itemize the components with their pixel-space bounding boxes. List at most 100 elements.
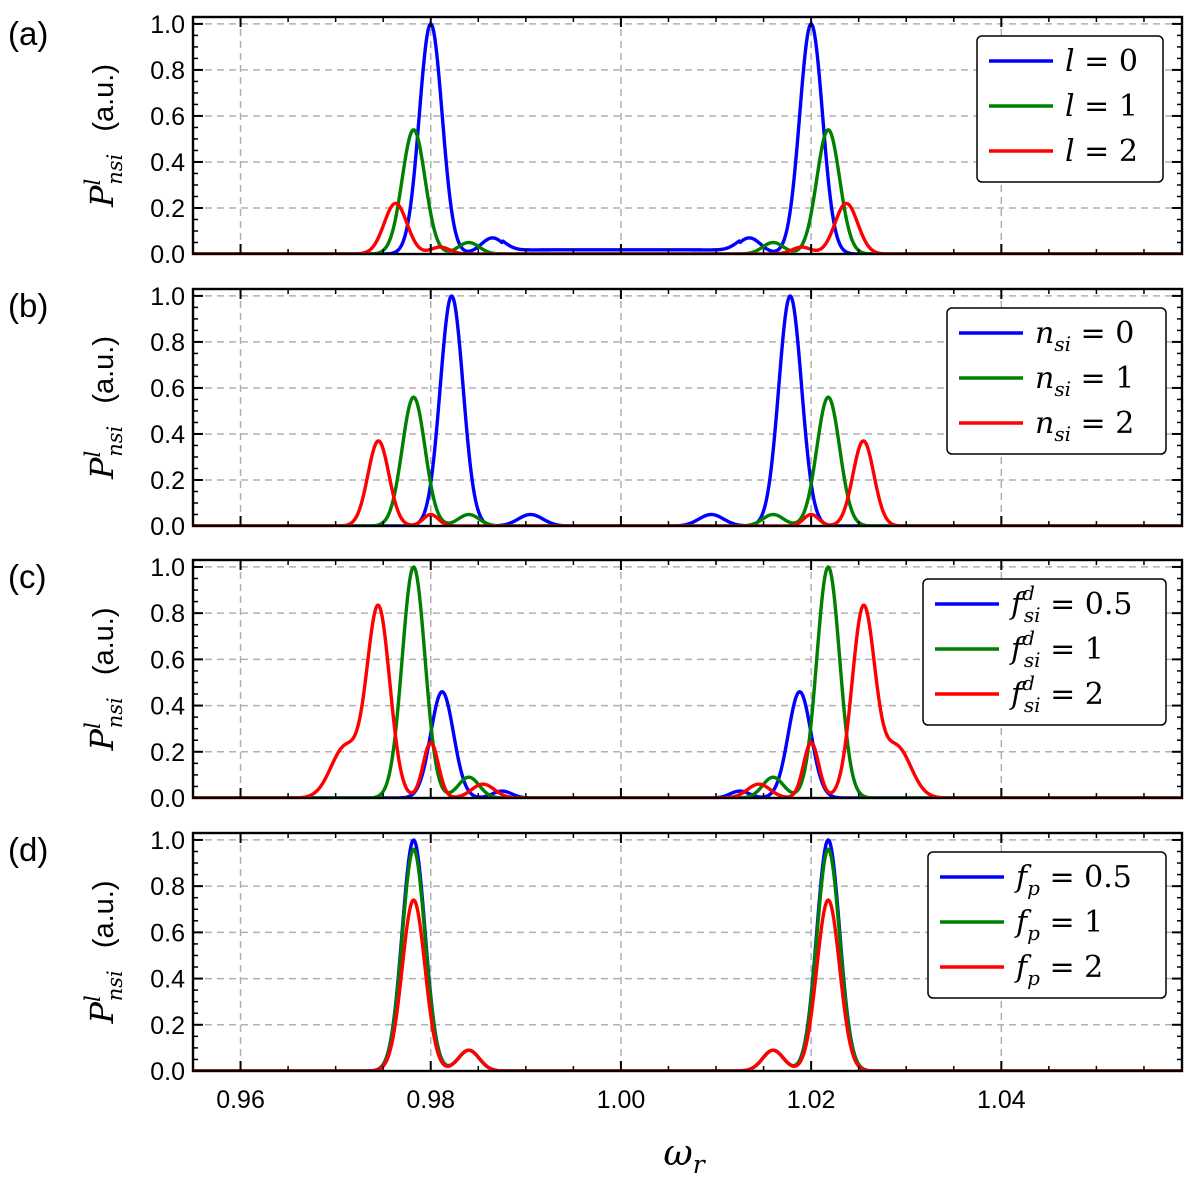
- series-line-2: [193, 603, 1182, 798]
- y-tick-label: 0.0: [150, 1058, 185, 1086]
- legend-subscript: si: [1024, 648, 1041, 672]
- series-line-2: [193, 201, 1182, 254]
- panel-label: (b): [8, 287, 48, 324]
- legend-value: = 0: [1071, 316, 1134, 351]
- y-axis-title-subscript: nsi: [103, 697, 127, 728]
- legend-label: fd si = 0.5: [1009, 581, 1133, 627]
- legend-value: = 1: [1075, 89, 1138, 124]
- y-tick-label: 0.4: [150, 421, 185, 449]
- y-tick-label: 0.8: [150, 329, 185, 357]
- legend-box: [946, 307, 1167, 455]
- y-tick-label: 0.0: [150, 513, 185, 541]
- x-axis-title-subscript: r: [693, 1150, 707, 1179]
- y-axis-title: Plnsi (a.u.): [81, 607, 127, 751]
- y-axis-title: Plnsi (a.u.): [81, 336, 127, 480]
- legend-subscript: si: [1024, 603, 1041, 627]
- legend-label: fp = 0.5: [1014, 860, 1132, 900]
- legend-label: l = 0: [1065, 44, 1138, 79]
- plot-frame: [191, 15, 1184, 256]
- legend-subscript: si: [1054, 332, 1071, 356]
- y-tick-label: 0.0: [150, 785, 185, 813]
- y-axis-title-superscript: l: [81, 995, 105, 1002]
- legend-symbol: l: [1065, 89, 1075, 124]
- legend-box: [927, 851, 1167, 999]
- panel-b: 0.00.20.40.60.81.0(b)Plnsi (a.u.)nsi = 0…: [8, 283, 1184, 541]
- y-tick-label: 1.0: [150, 11, 185, 39]
- series-line-2: [193, 439, 1182, 526]
- y-tick-label: 0.6: [150, 919, 185, 947]
- x-axis-title: ωr: [663, 1133, 706, 1179]
- legend-superscript: d: [1022, 581, 1035, 605]
- x-tick-label: 1.04: [977, 1086, 1026, 1114]
- legend-label: fd si = 1: [1009, 626, 1104, 672]
- x-tick-label: 1.00: [597, 1086, 646, 1114]
- x-tick-label: 0.96: [216, 1086, 265, 1114]
- y-axis-title-symbol: P: [83, 457, 121, 480]
- legend-label: fd si = 2: [1009, 671, 1104, 717]
- y-tick-label: 0.8: [150, 873, 185, 901]
- legend-value: = 2: [1071, 406, 1134, 441]
- panel-label: (a): [8, 15, 48, 52]
- legend-value: = 1: [1071, 361, 1134, 396]
- legend: fd si = 0.5fd si = 1fd si = 2: [922, 578, 1167, 726]
- y-axis-title-superscript: l: [81, 451, 105, 458]
- y-axis-title-symbol: P: [83, 185, 121, 208]
- legend-subscript: si: [1024, 693, 1041, 717]
- y-tick-label: 0.4: [150, 149, 185, 177]
- panel-label: (d): [8, 831, 48, 868]
- legend-subscript: p: [1027, 876, 1040, 900]
- legend-value: = 2: [1041, 677, 1104, 712]
- legend-label: fp = 2: [1014, 950, 1103, 990]
- legend-label: l = 1: [1065, 89, 1138, 124]
- panel-c: 0.0 0.2 0.4 0.6 0.8 1.0 (c) Plnsi (a.u.) fd si = …: [8, 554, 1184, 813]
- panel-d: 0.0 0.2 0.4 0.6 0.8 1.0 0.96 0.98 1.00 1.02 1.04 (d…: [8, 827, 1184, 1114]
- legend: l = 0l = 1l = 2: [976, 35, 1164, 183]
- y-axis-title-superscript: l: [81, 179, 105, 186]
- y-tick-label: 0.6: [150, 103, 185, 131]
- y-axis-title-units: (a.u.): [88, 607, 120, 683]
- legend-symbol: n: [1035, 361, 1054, 396]
- y-tick-label: 1.0: [150, 827, 185, 855]
- legend-label: l = 2: [1065, 134, 1138, 169]
- y-tick-label: 0.8: [150, 600, 185, 628]
- legend-value: = 0.5: [1041, 587, 1133, 622]
- y-axis-title-symbol: P: [83, 1002, 121, 1025]
- y-axis-title-symbol: P: [83, 729, 121, 752]
- legend-value: = 1: [1040, 905, 1103, 940]
- x-axis-title-symbol: ω: [663, 1133, 692, 1174]
- y-tick-label: 0.0: [150, 241, 185, 269]
- y-axis-title-subscript: nsi: [103, 970, 127, 1001]
- y-axis-title-superscript: l: [81, 722, 105, 729]
- plot-frame: [191, 287, 1184, 528]
- y-tick-label: 0.2: [150, 1012, 185, 1040]
- legend-subscript: p: [1027, 921, 1040, 945]
- legend: fp = 0.5 fp = 1 fp = 2: [927, 851, 1167, 999]
- series-line-0: [193, 294, 1182, 526]
- y-axis-title-subscript: nsi: [103, 154, 127, 185]
- y-tick-label: 0.6: [150, 375, 185, 403]
- panels: 0.00.20.40.60.81.0(a)Plnsi (a.u.)l = 0l …: [8, 11, 1184, 1114]
- legend-symbol: n: [1035, 406, 1054, 441]
- y-tick-label: 1.0: [150, 283, 185, 311]
- legend-superscript: d: [1022, 671, 1035, 695]
- y-tick-label: 0.4: [150, 966, 185, 994]
- y-tick-label: 0.6: [150, 646, 185, 674]
- y-tick-label: 1.0: [150, 554, 185, 582]
- legend-symbol: n: [1035, 316, 1054, 351]
- y-tick-label: 0.2: [150, 739, 185, 767]
- legend-label: nsi = 0: [1035, 316, 1134, 356]
- legend-value: = 0: [1075, 44, 1138, 79]
- y-axis-title-units: (a.u.): [88, 880, 120, 956]
- x-axis: ωr: [663, 1133, 706, 1179]
- x-tick-label: 0.98: [406, 1086, 455, 1114]
- y-axis-title-units: (a.u.): [88, 336, 120, 412]
- y-axis-title: Plnsi (a.u.): [81, 880, 127, 1024]
- series-line-0: [193, 22, 1182, 254]
- legend-symbol: l: [1065, 134, 1075, 169]
- panel-a: 0.00.20.40.60.81.0(a)Plnsi (a.u.)l = 0l …: [8, 11, 1184, 269]
- legend-box: [922, 578, 1167, 726]
- legend-value: = 2: [1075, 134, 1138, 169]
- panel-label: (c): [8, 558, 46, 595]
- x-tick-label: 1.02: [787, 1086, 836, 1114]
